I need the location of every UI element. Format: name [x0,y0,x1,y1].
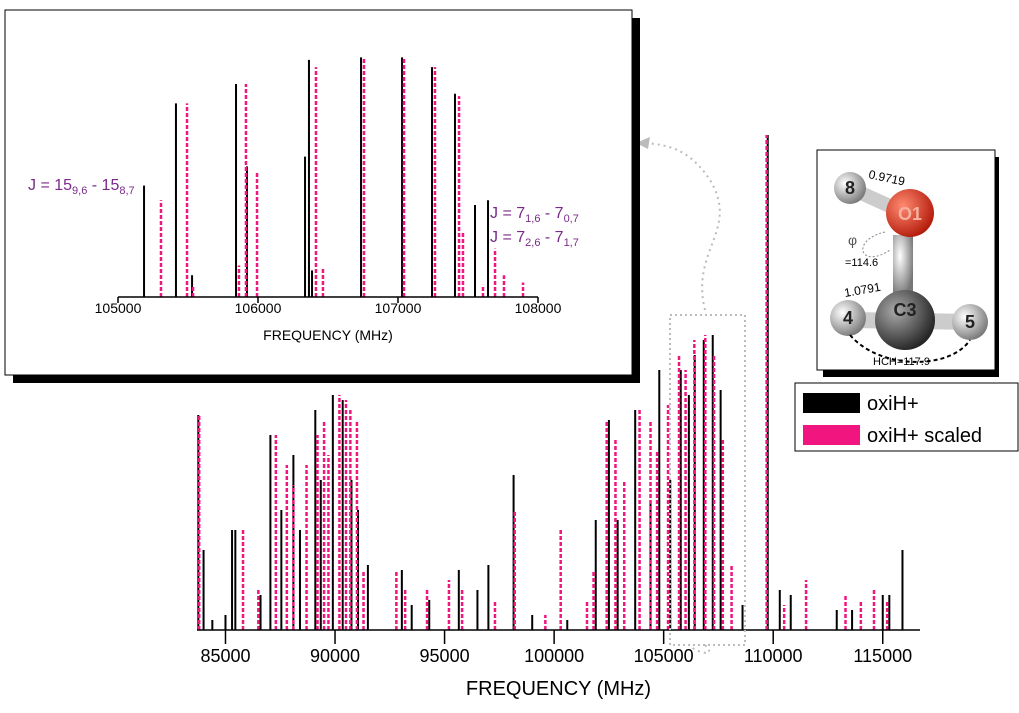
atom-label: C3 [893,300,916,320]
angle-arc [862,231,891,258]
atom-label: 4 [843,308,853,328]
bond [893,235,913,295]
angle-arc [849,334,971,363]
atom-label: 8 [845,178,855,198]
bond-length: 1.0791 [843,280,882,300]
x-tick-label: 110000 [744,646,803,666]
legend-label: oxiH+ [867,393,919,415]
x-tick-label: 115000 [853,646,912,666]
annotation-text: - 7 [540,229,563,246]
atom [952,304,988,340]
x-tick-label: 100000 [524,646,584,666]
annotation-subscript: 8,7 [119,185,134,197]
x-tick-label: 107000 [375,300,422,316]
annotation-text: - 15 [87,177,119,194]
annotation-subscript: 2,6 [525,237,540,249]
main-chart: 85000 90000 95000 100000 105000 110000 115000 F… [197,135,920,700]
annotation-text: J = 15 [28,177,72,194]
arrow-head [636,137,650,149]
legend-label: oxiH+ scaled [867,425,982,447]
zoom-box [669,314,746,646]
annotation-text: J = 7 [490,205,525,222]
annotation-text: - 7 [540,205,563,222]
inset-frame [4,9,633,376]
legend-swatch [803,425,860,445]
x-tick-label: 105000 [634,646,694,666]
legend: oxiH+ oxiH+ scaled [794,382,1019,452]
annotation: J = 159,6 - 158,7 [28,177,135,197]
x-tick-label: 106000 [235,300,282,316]
x-tick-label: 105000 [95,300,142,316]
angle-symbol: φ [848,232,857,248]
atom-label: 5 [965,312,975,332]
x-tick-label: 95000 [420,646,470,666]
annotation: J = 71,6 - 70,7 [490,205,579,225]
annotation-subscript: 0,7 [564,213,579,225]
atom [886,189,934,237]
angle-value: =114.6 [845,257,878,269]
atom [830,300,866,336]
inset-chart: 105000 106000 107000 108000 FREQUENCY (MHz) J… [28,57,579,343]
molecule: 8 O1 4 C3 5 0.9719 φ =114.6 1.0791 HCH=1… [830,167,988,368]
annotation-subscript: 1,6 [525,213,540,225]
legend-swatch [803,393,860,413]
atom [875,290,935,350]
annotation-text: J = 7 [490,229,525,246]
atom-label: O1 [898,204,922,224]
x-tick-label: 90000 [310,646,360,666]
x-axis-title: FREQUENCY (MHz) [263,327,393,343]
atom [834,172,866,204]
annotation: J = 72,6 - 71,7 [490,229,579,249]
zoom-arrow [644,142,721,311]
annotation-subscript: 9,6 [72,185,87,197]
x-tick-label: 108000 [515,300,562,316]
x-tick-label: 85000 [200,646,250,666]
angle-value: HCH=117.9 [873,356,930,368]
annotation-subscript: 1,7 [564,237,579,249]
x-axis-title: FREQUENCY (MHz) [466,678,651,700]
